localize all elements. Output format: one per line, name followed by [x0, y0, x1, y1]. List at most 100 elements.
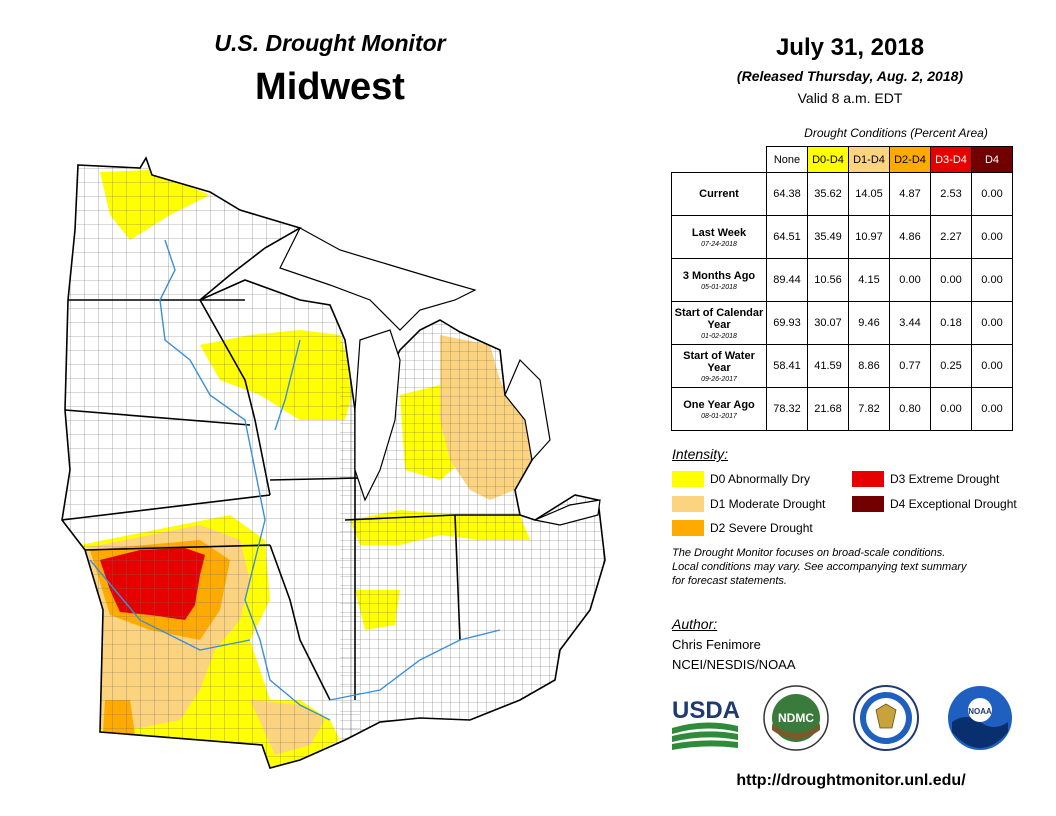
row-label: Start of Calendar Year 01-02-2018: [671, 301, 767, 345]
table-cell: 0.00: [971, 344, 1013, 388]
col-d3-d4: D3-D4: [930, 146, 972, 173]
noaa-logo: NOAA: [948, 686, 1012, 750]
row-label: 3 Months Ago 05-01-2018: [671, 258, 767, 302]
col-d1-d4: D1-D4: [848, 146, 890, 173]
svg-text:NOAA: NOAA: [968, 707, 992, 716]
valid-time: Valid 8 a.m. EDT: [797, 90, 903, 106]
svg-text:USDA: USDA: [672, 697, 740, 724]
commerce-seal-logo: [853, 685, 919, 751]
table-row: 3 Months Ago 05-01-2018 89.44 10.56 4.15 …: [671, 258, 1013, 302]
author-name: Chris Fenimore: [672, 637, 761, 652]
region-fill: [62, 158, 605, 768]
lake-erie: [532, 499, 601, 526]
table-cell: 0.00: [930, 387, 972, 431]
table-cell: 0.00: [971, 301, 1013, 345]
table-cell: 9.46: [848, 301, 890, 345]
table-cell: 0.00: [971, 172, 1013, 216]
row-date: 09-26-2017: [701, 375, 737, 383]
table-cell: 0.00: [971, 215, 1013, 259]
release-date: (Released Thursday, Aug. 2, 2018): [736, 68, 964, 84]
legend-label: D4 Exceptional Drought: [890, 497, 1017, 511]
table-cell: 0.25: [930, 344, 972, 388]
table-corner: [671, 146, 767, 173]
table-cell: 0.18: [930, 301, 972, 345]
disclaimer-note: The Drought Monitor focuses on broad-sca…: [672, 546, 1022, 588]
legend-label: D2 Severe Drought: [710, 521, 813, 535]
lake-huron: [504, 358, 551, 462]
row-label: Last Week 07-24-2018: [671, 215, 767, 259]
col-d2-d4: D2-D4: [889, 146, 931, 173]
legend-swatch: [852, 496, 884, 512]
legend-item-d1: D1 Moderate Drought: [672, 496, 825, 512]
table-cell: 35.62: [807, 172, 849, 216]
author-org: NCEI/NESDIS/NOAA: [672, 657, 796, 672]
legend-swatch: [672, 496, 704, 512]
row-date: 08-01-2017: [701, 412, 737, 420]
drought-map: [61, 157, 606, 769]
table-cell: 41.59: [807, 344, 849, 388]
table-cell: 7.82: [848, 387, 890, 431]
table-cell: 58.41: [766, 344, 808, 388]
table-row: One Year Ago 08-01-2017 78.32 21.68 7.82 …: [671, 387, 1013, 431]
table-cell: 78.32: [766, 387, 808, 431]
table-cell: 89.44: [766, 258, 808, 302]
legend-swatch: [672, 520, 704, 536]
legend-swatch: [852, 471, 884, 487]
legend-swatch: [672, 471, 704, 487]
table-row: Start of Calendar Year 01-02-2018 69.93 3…: [671, 301, 1013, 345]
ndmc-logo: NDMC: [763, 685, 829, 751]
lakes: [279, 227, 601, 526]
legend-label: D3 Extreme Drought: [890, 472, 1000, 486]
table-cell: 64.51: [766, 215, 808, 259]
table-cell: 0.00: [930, 258, 972, 302]
table-cell: 10.97: [848, 215, 890, 259]
map-date: July 31, 2018: [775, 34, 925, 61]
table-cell: 2.53: [930, 172, 972, 216]
table-cell: 2.27: [930, 215, 972, 259]
table-header-row: None D0-D4 D1-D4 D2-D4 D3-D4 D4: [671, 146, 1013, 173]
legend-item-d2: D2 Severe Drought: [672, 520, 813, 536]
row-label: Current: [671, 172, 767, 216]
table-cell: 69.93: [766, 301, 808, 345]
table-row: Current 64.38 35.62 14.05 4.87 2.53 0.00: [671, 172, 1013, 216]
map-title: U.S. Drought Monitor: [214, 30, 446, 56]
table-cell: 21.68: [807, 387, 849, 431]
table-row: Start of Water Year 09-26-2017 58.41 41.5…: [671, 344, 1013, 388]
note-line: Local conditions may vary. See accompany…: [672, 561, 967, 573]
lake-superior: [279, 227, 477, 331]
note-line: The Drought Monitor focuses on broad-sca…: [672, 547, 946, 559]
table-cell: 0.00: [971, 258, 1013, 302]
legend-label: D0 Abnormally Dry: [710, 472, 811, 486]
usda-logo: USDA: [672, 697, 740, 750]
author-label: Author:: [672, 616, 718, 632]
row-date: 07-24-2018: [701, 240, 737, 248]
col-none: None: [766, 146, 808, 173]
rivers: [89, 239, 501, 721]
table-cell: 10.56: [807, 258, 849, 302]
legend-item-d0: D0 Abnormally Dry: [672, 471, 810, 487]
table-cell: 14.05: [848, 172, 890, 216]
table-cell: 4.87: [889, 172, 931, 216]
table-cell: 0.77: [889, 344, 931, 388]
col-d0-d4: D0-D4: [807, 146, 849, 173]
table-cell: 64.38: [766, 172, 808, 216]
svg-text:NDMC: NDMC: [778, 711, 814, 725]
table-cell: 0.00: [971, 387, 1013, 431]
row-date: 01-02-2018: [701, 332, 737, 340]
table-cell: 35.49: [807, 215, 849, 259]
col-d4: D4: [971, 146, 1013, 173]
legend-title: Intensity:: [672, 446, 729, 462]
legend-item-d4: D4 Exceptional Drought: [852, 496, 1017, 512]
website-url[interactable]: http://droughtmonitor.unl.edu/: [736, 772, 966, 789]
table-cell: 8.86: [848, 344, 890, 388]
table-cell: 30.07: [807, 301, 849, 345]
row-date: 05-01-2018: [701, 283, 737, 291]
legend-item-d3: D3 Extreme Drought: [852, 471, 999, 487]
lake-michigan: [354, 329, 401, 502]
row-label: One Year Ago 08-01-2017: [671, 387, 767, 431]
drought-stats-table: None D0-D4 D1-D4 D2-D4 D3-D4 D4 Current …: [671, 146, 1013, 431]
row-label: Start of Water Year 09-26-2017: [671, 344, 767, 388]
table-caption: Drought Conditions (Percent Area): [804, 126, 988, 140]
table-row: Last Week 07-24-2018 64.51 35.49 10.97 4.…: [671, 215, 1013, 259]
legend-label: D1 Moderate Drought: [710, 497, 826, 511]
